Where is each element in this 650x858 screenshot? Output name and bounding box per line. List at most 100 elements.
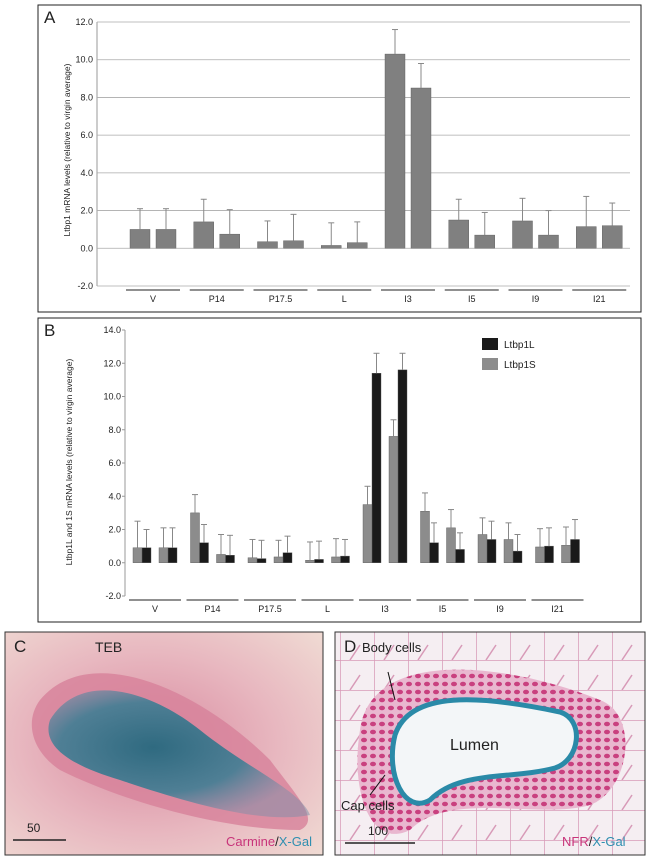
bar <box>538 234 559 249</box>
x-tick-label: I9 <box>496 604 504 614</box>
y-tick-label: 10.0 <box>75 55 93 65</box>
stain-legend: Carmine/X-Gal <box>226 834 312 849</box>
x-tick-label: I21 <box>593 294 606 304</box>
bar <box>410 87 432 249</box>
y-tick-label: 10.0 <box>103 392 121 402</box>
bar <box>273 556 284 563</box>
bar <box>305 560 315 563</box>
bar <box>429 542 439 563</box>
bar <box>570 539 580 563</box>
x-tick-label: L <box>342 294 347 304</box>
bar <box>397 369 408 563</box>
annotation: Body cells <box>362 640 422 655</box>
bar <box>331 556 341 563</box>
bar <box>602 225 623 249</box>
bar <box>247 557 258 563</box>
charts: A Ltbp1 mRNA levels (relative to virgin a… <box>37 4 642 623</box>
y-tick-label: -2.0 <box>77 281 93 291</box>
x-tick-label: P14 <box>204 604 220 614</box>
bar <box>129 229 151 249</box>
bar <box>282 552 293 563</box>
bar <box>141 547 152 563</box>
annotation: Cap cells <box>341 798 395 813</box>
x-tick-label: I3 <box>404 294 412 304</box>
panel-label: B <box>44 321 55 340</box>
y-tick-label: 12.0 <box>103 358 121 368</box>
panel-frame <box>37 4 642 313</box>
separator: / <box>275 834 279 849</box>
x-tick-label: I9 <box>532 294 540 304</box>
bar <box>219 233 240 249</box>
bar <box>193 221 214 249</box>
teb-stain <box>48 690 310 818</box>
y-axis-label: Ltbp1L and 1S mRNA levels (relative to v… <box>64 359 74 566</box>
legend-label: Ltbp1L <box>504 340 535 351</box>
bar <box>535 546 545 563</box>
legend-label: Ltbp1S <box>504 360 536 371</box>
panel-label: A <box>44 8 56 27</box>
x-tick-label: L <box>325 604 330 614</box>
x-tick-label: P17.5 <box>258 604 282 614</box>
bar <box>155 229 177 249</box>
bar <box>283 240 304 249</box>
bar <box>561 545 571 563</box>
x-tick-label: I3 <box>381 604 389 614</box>
y-tick-label: -2.0 <box>105 591 121 601</box>
lumen-label: Lumen <box>450 737 499 754</box>
panel-label: C <box>14 637 26 656</box>
bar <box>321 245 342 249</box>
bar <box>384 53 406 249</box>
y-tick-label: 0.0 <box>108 558 121 568</box>
y-tick-label: 0.0 <box>80 243 93 253</box>
bar <box>486 539 497 563</box>
panel-label: D <box>344 637 356 656</box>
teb-label: TEB <box>95 639 122 655</box>
stain: X-Gal <box>279 834 312 849</box>
bar <box>474 234 495 249</box>
panel-d: D Body cells Lumen Cap cells 100 NFR/X-G… <box>334 631 646 856</box>
y-tick-label: 6.0 <box>80 130 93 140</box>
y-tick-label: 14.0 <box>103 325 121 335</box>
bar <box>167 547 178 563</box>
bar <box>446 527 456 563</box>
x-tick-label: V <box>152 604 158 614</box>
arrow <box>387 671 396 701</box>
bar <box>158 547 169 563</box>
bar <box>503 539 514 563</box>
stain-legend: NFR/X-Gal <box>562 834 626 849</box>
y-tick-label: 4.0 <box>80 168 93 178</box>
y-tick-label: 2.0 <box>108 525 121 535</box>
bar <box>420 511 430 563</box>
bar <box>216 554 226 563</box>
scale-label: 50 <box>27 821 41 835</box>
panel-frame <box>37 317 642 623</box>
y-tick-label: 2.0 <box>80 206 93 216</box>
x-tick-label: I21 <box>551 604 564 614</box>
bar <box>512 550 523 563</box>
x-tick-label: P17.5 <box>269 294 293 304</box>
bar <box>347 242 368 249</box>
bar <box>256 558 267 563</box>
bar <box>455 549 465 563</box>
x-tick-label: I5 <box>468 294 476 304</box>
legend-swatch <box>482 338 498 350</box>
y-tick-label: 6.0 <box>108 458 121 468</box>
bar <box>576 226 597 249</box>
bar <box>190 512 200 563</box>
lumen <box>389 697 579 806</box>
panel-c: C TEB 50 Carmine/X-Gal <box>4 631 324 856</box>
bar <box>225 555 235 563</box>
y-tick-label: 8.0 <box>108 425 121 435</box>
stain: NFR <box>562 834 589 849</box>
bar <box>544 545 554 563</box>
bar <box>132 547 143 563</box>
y-tick-label: 12.0 <box>75 17 93 27</box>
bar <box>257 241 278 249</box>
x-tick-label: I5 <box>439 604 447 614</box>
x-tick-label: V <box>150 294 156 304</box>
bar <box>371 373 382 563</box>
x-tick-label: P14 <box>209 294 225 304</box>
bar <box>362 504 373 563</box>
y-tick-label: 8.0 <box>80 92 93 102</box>
